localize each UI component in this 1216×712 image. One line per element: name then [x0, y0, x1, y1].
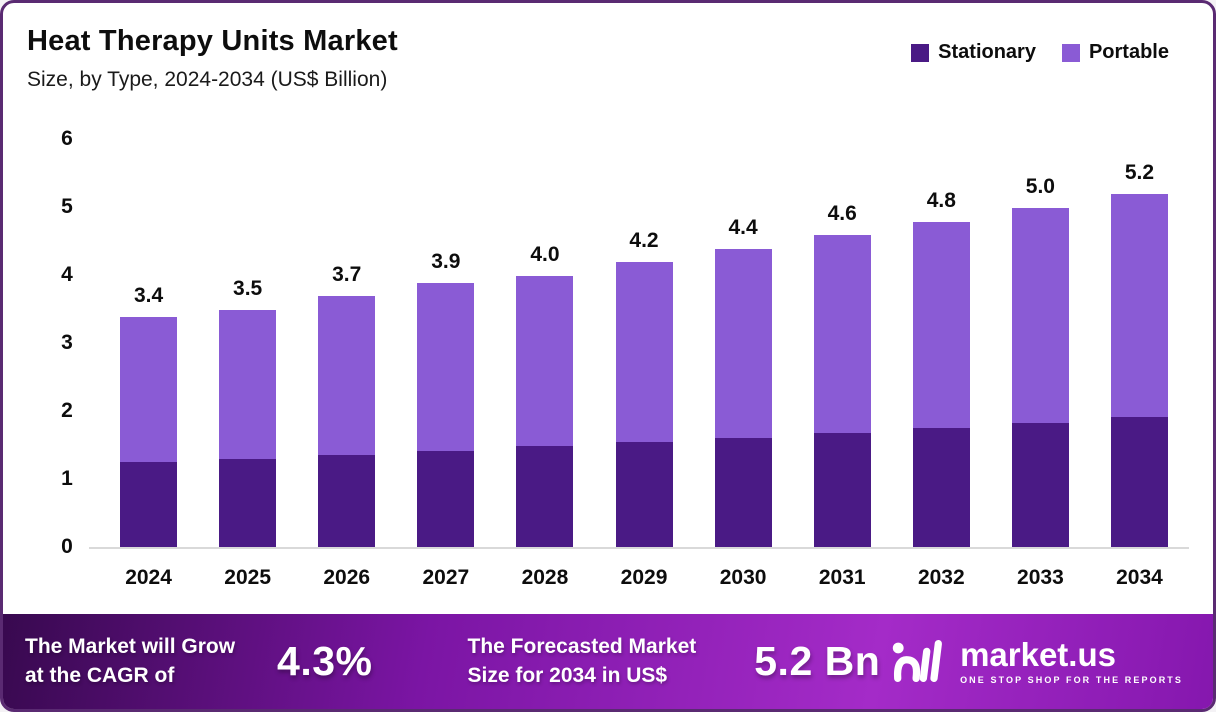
x-tick-label: 2027: [422, 566, 470, 589]
stationary-segment: [516, 446, 574, 548]
x-tick-label: 2029: [620, 566, 668, 589]
portable-segment: [219, 310, 277, 459]
y-tick-label: 4: [61, 263, 73, 286]
x-tick-label: 2028: [521, 566, 569, 589]
marketus-logo-icon: [892, 639, 943, 682]
bar-total-label: 4.8: [926, 188, 956, 212]
portable-segment: [318, 296, 376, 455]
marketus-logo: market.us ONE STOP SHOP FOR THE REPORTS: [890, 633, 1191, 691]
page-subtitle: Size, by Type, 2024-2034 (US$ Billion): [27, 68, 388, 91]
logo-tagline: ONE STOP SHOP FOR THE REPORTS: [960, 675, 1183, 685]
bar-2025: 3.5: [198, 140, 297, 548]
bar-total-label: 3.7: [332, 263, 362, 287]
portable-segment: [1110, 194, 1168, 417]
bar-total-label: 3.4: [133, 283, 164, 307]
x-tick-label: 2033: [1017, 566, 1064, 589]
logo-text: market.us: [960, 636, 1116, 673]
bar-total-label: 5.0: [1025, 175, 1055, 199]
y-tick-label: 2: [61, 399, 73, 422]
x-tick-label: 2034: [1116, 566, 1163, 589]
portable-segment: [912, 221, 970, 429]
legend-label: Portable: [1088, 41, 1169, 63]
stationary-segment: [120, 462, 178, 548]
bar-total-label: 4.0: [530, 243, 560, 266]
bar-2026: 3.7: [297, 140, 396, 548]
stationary-segment: [318, 454, 376, 548]
stationary-segment: [417, 450, 475, 548]
stationary-segment: [1110, 416, 1168, 548]
portable-segment: [813, 235, 871, 434]
bar-total-label: 5.2: [1124, 161, 1155, 185]
bar-total-label: 3.5: [233, 277, 263, 301]
bar-2027: 3.9: [396, 140, 495, 548]
legend-item-portable: Portable: [1061, 41, 1169, 64]
x-tick-label: 2024: [125, 566, 172, 589]
bar-2029: 4.2: [594, 140, 693, 548]
forecast-value: 5.2 Bn: [754, 638, 881, 684]
bar-2032: 4.8: [892, 140, 991, 548]
bar-total-label: 3.9: [431, 249, 461, 273]
x-tick-label: 2026: [323, 566, 371, 589]
stats-banner: The Market will Grow at the CAGR of 4.3%…: [3, 614, 1213, 709]
stationary-segment: [615, 441, 673, 548]
stationary-segment: [219, 458, 277, 548]
x-tick-label: 2032: [917, 566, 965, 589]
legend-item-stationary: Stationary: [911, 41, 1036, 64]
bar-2024: 3.4: [99, 140, 198, 548]
portable-swatch-icon: [1061, 43, 1080, 62]
legend-label: Stationary: [938, 41, 1036, 63]
stationary-segment: [912, 428, 970, 548]
y-tick-label: 0: [61, 535, 73, 558]
x-tick-label: 2031: [818, 566, 866, 589]
portable-segment: [120, 316, 178, 463]
legend: Stationary Portable: [911, 41, 1169, 64]
portable-segment: [1011, 208, 1069, 423]
bar-total-label: 4.2: [629, 229, 659, 253]
header: Heat Therapy Units Market Size, by Type,…: [27, 25, 398, 92]
bar-2028: 4.0: [495, 140, 594, 548]
page-title: Heat Therapy Units Market: [27, 25, 398, 57]
cagr-label: The Market will Grow at the CAGR of: [25, 635, 236, 687]
stationary-segment: [1011, 422, 1069, 548]
x-axis-labels: 2024 2025 2026 2027 2028 2029 2030 2031 2032 2033…: [99, 566, 1189, 590]
y-tick-label: 6: [61, 127, 73, 150]
portable-segment: [714, 248, 772, 438]
portable-segment: [417, 282, 475, 451]
stationary-segment: [714, 437, 772, 548]
y-tick-label: 5: [61, 195, 73, 218]
cagr-value: 4.3%: [277, 638, 373, 684]
x-tick-label: 2025: [224, 566, 271, 589]
bar-total-label: 4.4: [728, 215, 758, 239]
bar-total-label: 4.6: [827, 202, 857, 226]
bar-2031: 4.6: [793, 140, 892, 548]
forecast-label: The Forecasted Market Size for 2034 in U…: [467, 635, 697, 687]
bar-2034: 5.2: [1090, 140, 1189, 548]
x-tick-label: 2030: [719, 566, 767, 589]
y-tick-label: 1: [61, 467, 73, 490]
portable-segment: [516, 276, 574, 446]
stationary-segment: [813, 433, 871, 548]
stationary-swatch-icon: [911, 43, 930, 62]
bar-chart-plot: 3.4 3.5 3.7 3.9 4.0 4.2 4.4 4.6 4.8 5.0 5.2: [99, 140, 1189, 548]
portable-segment: [615, 262, 673, 442]
bar-2030: 4.4: [694, 140, 793, 548]
x-axis-line: [89, 547, 1189, 549]
y-tick-label: 3: [61, 331, 73, 354]
bar-2033: 5.0: [991, 140, 1090, 548]
